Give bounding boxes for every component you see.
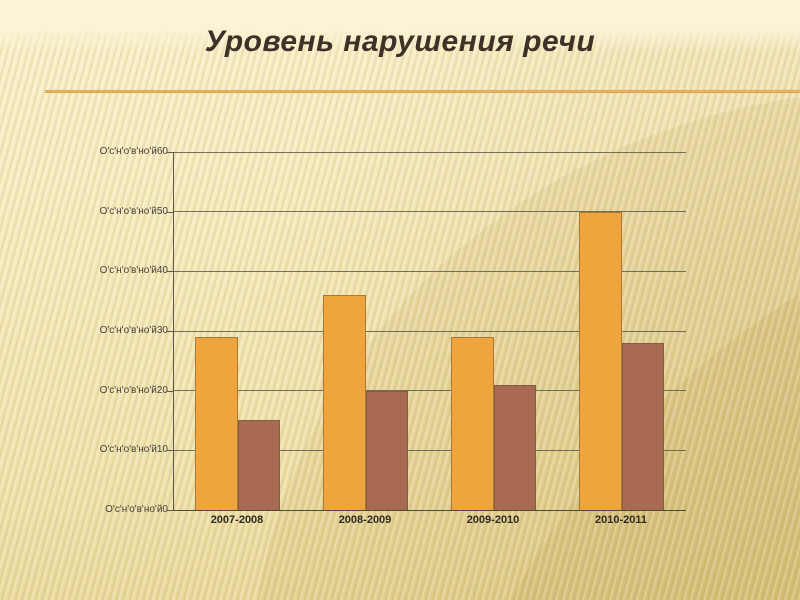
x-axis-label-2010-2011: 2010-2011 (595, 514, 647, 526)
x-axis-label-2007-2008: 2007-2008 (210, 514, 264, 526)
y-axis-tick-50 (167, 211, 173, 213)
title-band (0, 0, 800, 52)
y-axis-label-30: О'с'н'о'в'но'й30 (99, 325, 168, 336)
bar-2009-2010-series-2 (494, 385, 536, 510)
title-underline (45, 90, 800, 93)
bar-2008-2009-series-2 (366, 391, 408, 510)
gridline-y30 (174, 330, 686, 332)
y-axis-tick-40 (167, 271, 173, 273)
bar-2008-2009-series-1 (323, 295, 366, 510)
y-axis-tick-0 (167, 510, 173, 511)
y-axis-tick-60 (167, 152, 173, 153)
gridline-y10 (174, 449, 686, 451)
y-axis-label-10: О'с'н'о'в'но'й10 (99, 444, 168, 456)
y-axis-label-0: О'с'н'о'в'но'й0 (105, 504, 168, 515)
gridline-y50 (174, 211, 686, 213)
y-axis-tick-30 (167, 331, 173, 332)
y-axis-tick-20 (167, 390, 173, 392)
slide-title: Уровень нарушения речи (204, 25, 596, 58)
y-axis-label-50: О'с'н'о'в'но'й50 (99, 205, 168, 217)
y-axis-tick-10 (167, 450, 173, 452)
x-axis-label-2008-2009: 2008-2009 (338, 514, 392, 526)
bar-2007-2008-series-2 (238, 420, 280, 510)
bar-2010-2011-series-2 (622, 343, 664, 510)
bar-2007-2008-series-1 (195, 337, 238, 510)
gridline-y20 (174, 390, 686, 392)
gridline-y60 (174, 151, 686, 153)
plot-area (173, 151, 686, 511)
bar-2009-2010-series-1 (451, 337, 494, 510)
y-axis-label-60: О'с'н'о'в'но'й60 (99, 146, 168, 157)
bar-2010-2011-series-1 (579, 212, 622, 510)
y-axis-label-40: О'с'н'о'в'но'й40 (99, 265, 168, 277)
gridline-y40 (174, 270, 686, 272)
y-axis-label-20: О'с'н'о'в'но'й20 (99, 384, 168, 396)
x-axis-label-2009-2010: 2009-2010 (466, 514, 520, 526)
